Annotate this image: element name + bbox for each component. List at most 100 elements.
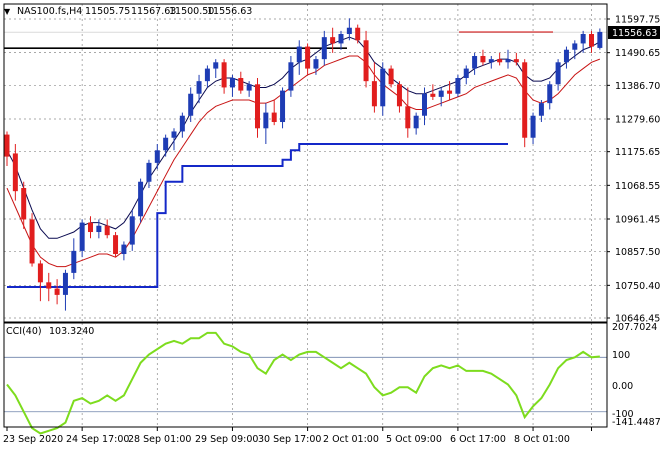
candle-body bbox=[96, 225, 102, 233]
candle-body bbox=[363, 40, 369, 82]
cci-axis-label: 100 bbox=[612, 350, 630, 361]
candle-body bbox=[113, 235, 119, 255]
candle-body bbox=[371, 81, 377, 107]
candle-body bbox=[497, 59, 503, 63]
current-price-tag-text: 11556.63 bbox=[612, 28, 657, 39]
candle-body bbox=[79, 222, 85, 251]
candle-body bbox=[238, 78, 244, 91]
cci-current-value: 103.3240 bbox=[49, 326, 94, 337]
candle-body bbox=[154, 150, 160, 163]
candle-body bbox=[179, 115, 185, 132]
price-axis-label: 11597.75 bbox=[615, 15, 660, 26]
candle-body bbox=[204, 68, 210, 82]
candle-body bbox=[46, 282, 52, 289]
candle-body bbox=[513, 59, 519, 63]
candle-body bbox=[21, 188, 27, 220]
slow-ma-line bbox=[6, 55, 601, 268]
candle-body bbox=[438, 90, 444, 97]
candle-body bbox=[321, 37, 327, 60]
cci-title: CCI(40) bbox=[6, 326, 42, 337]
candle-body bbox=[388, 68, 394, 85]
horizontal-levels[interactable] bbox=[4, 31, 607, 49]
low-value: 11500.50 bbox=[169, 6, 214, 17]
candle-body bbox=[71, 250, 77, 273]
candle-body bbox=[380, 68, 386, 107]
candle-body bbox=[413, 115, 419, 129]
grid-lines bbox=[4, 4, 607, 427]
candle-body bbox=[447, 90, 453, 94]
candle-body bbox=[480, 56, 486, 63]
candle-body bbox=[538, 103, 544, 116]
candle-body bbox=[330, 37, 336, 44]
cci-line bbox=[6, 331, 600, 435]
candle-body bbox=[280, 90, 286, 123]
main-frame bbox=[3, 3, 608, 323]
candle-body bbox=[271, 112, 277, 123]
price-axis-label: 10750.40 bbox=[615, 281, 660, 292]
cci-frame bbox=[3, 322, 608, 428]
time-axis-label: 24 Sep 17:00 bbox=[66, 434, 129, 445]
candle-body bbox=[188, 93, 194, 116]
time-axis-label: 30 Sep 17:00 bbox=[258, 434, 321, 445]
candle-body bbox=[597, 31, 603, 48]
candle-body bbox=[555, 62, 561, 85]
candle-body bbox=[296, 46, 302, 63]
candle-body bbox=[530, 115, 536, 138]
candle-body bbox=[12, 153, 18, 192]
candle-body bbox=[488, 59, 494, 63]
candle-body bbox=[129, 216, 135, 245]
candle-body bbox=[37, 263, 43, 283]
price-axis-label: 10961.45 bbox=[615, 214, 660, 225]
candle-body bbox=[288, 62, 294, 91]
high-value: 11567.63 bbox=[131, 6, 176, 17]
candle-body bbox=[463, 68, 469, 79]
open-value: 11505.75 bbox=[85, 6, 130, 17]
close-value: 11556.63 bbox=[207, 6, 252, 17]
candle-body bbox=[88, 222, 93, 233]
candle-body bbox=[171, 131, 177, 138]
candle-body bbox=[313, 59, 319, 69]
time-axis-label: 6 Oct 17:00 bbox=[450, 434, 506, 445]
candle-body bbox=[455, 78, 461, 94]
candle-body bbox=[346, 27, 352, 35]
current-price-tag bbox=[608, 26, 660, 39]
cci-axis-label: 0.00 bbox=[612, 381, 633, 392]
collapse-arrow-icon[interactable]: ▼ bbox=[4, 7, 11, 16]
candle-body bbox=[580, 34, 586, 44]
candle-body bbox=[430, 93, 436, 97]
candle-body bbox=[246, 84, 252, 91]
candle-body bbox=[163, 137, 169, 151]
time-axis-label: 2 Oct 01:00 bbox=[323, 434, 379, 445]
candle-body bbox=[229, 78, 235, 88]
time-axis-label: 29 Sep 09:00 bbox=[195, 434, 258, 445]
moving-averages bbox=[6, 36, 601, 289]
candle-body bbox=[196, 81, 202, 94]
candle-body bbox=[29, 219, 35, 264]
candle-body bbox=[563, 49, 569, 63]
candle-body bbox=[213, 62, 219, 69]
candle-body bbox=[146, 162, 152, 182]
price-axis-label: 11279.60 bbox=[615, 114, 660, 125]
candle-body bbox=[396, 84, 402, 107]
candle-body bbox=[505, 59, 511, 63]
price-axis-label: 11175.65 bbox=[615, 147, 660, 158]
candle-body bbox=[121, 244, 127, 255]
price-axis-label: 10857.50 bbox=[615, 247, 660, 258]
candle-body bbox=[522, 62, 528, 138]
candles bbox=[4, 18, 603, 311]
candle-body bbox=[305, 46, 311, 69]
price-axis-label: 11068.55 bbox=[615, 181, 660, 192]
candle-body bbox=[338, 34, 344, 44]
symbol-label: NAS100.fs,H4 bbox=[17, 6, 82, 17]
candle-body bbox=[62, 272, 68, 295]
cci-axis-label: -141.4487 bbox=[612, 417, 660, 428]
candle-body bbox=[104, 225, 110, 236]
candle-body bbox=[472, 56, 478, 69]
cci-axis-label: -100 bbox=[612, 409, 634, 420]
time-axis-label: 8 Oct 01:00 bbox=[514, 434, 570, 445]
candle-body bbox=[422, 93, 427, 116]
time-axis-label: 5 Oct 09:00 bbox=[386, 434, 442, 445]
price-axis-label: 11386.70 bbox=[615, 81, 660, 92]
candle-body bbox=[589, 34, 594, 47]
